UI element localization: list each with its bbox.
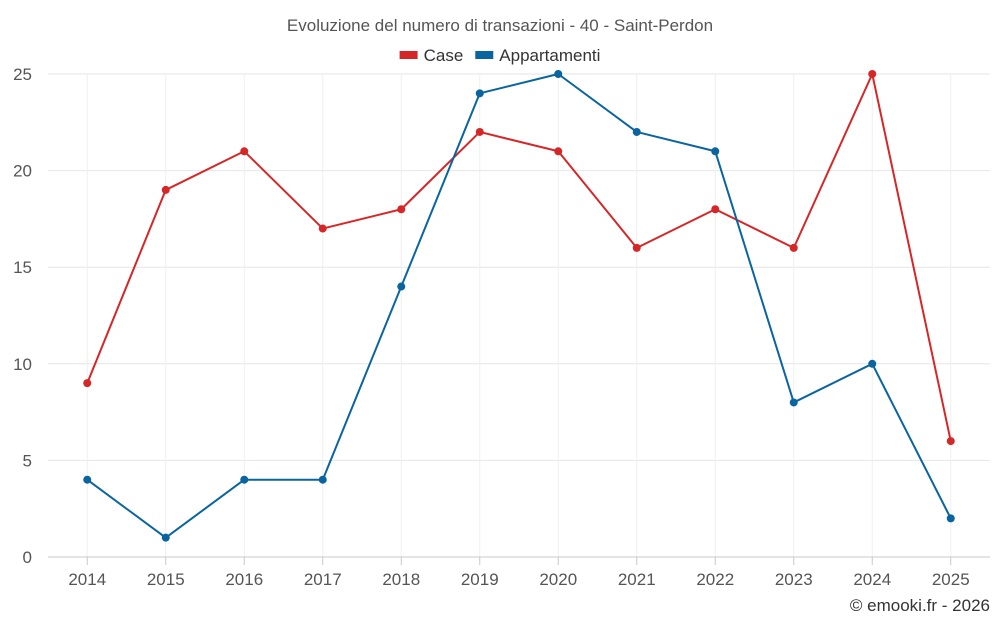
data-point[interactable] [161, 533, 170, 542]
x-tick-label: 2014 [68, 570, 106, 589]
series-layer [83, 70, 955, 542]
x-tick-label: 2018 [382, 570, 420, 589]
data-point[interactable] [83, 379, 92, 388]
legend-item-case[interactable]: Case [399, 46, 464, 65]
legend-swatch [399, 51, 418, 59]
y-tick-label: 20 [13, 162, 32, 181]
x-tick-label: 2017 [304, 570, 342, 589]
data-point[interactable] [83, 475, 92, 484]
data-point[interactable] [554, 70, 563, 78]
data-point[interactable] [789, 243, 798, 252]
x-tick-label: 2020 [539, 570, 577, 589]
data-point[interactable] [632, 127, 641, 136]
legend-swatch [475, 51, 494, 59]
credit-text: © emooki.fr - 2026 [850, 596, 990, 615]
data-point[interactable] [946, 514, 955, 523]
data-point[interactable] [475, 127, 484, 136]
data-point[interactable] [868, 70, 877, 78]
x-tick-label: 2024 [853, 570, 891, 589]
data-point[interactable] [946, 437, 955, 446]
legend-item-appartamenti[interactable]: Appartamenti [475, 46, 600, 65]
x-tick-label: 2023 [775, 570, 813, 589]
series-case [83, 70, 955, 446]
series-line [86, 73, 952, 442]
y-tick-label: 5 [23, 451, 32, 470]
data-point[interactable] [554, 147, 563, 156]
data-point[interactable] [711, 147, 720, 156]
x-tick-label: 2025 [932, 570, 970, 589]
x-tick-label: 2015 [147, 570, 185, 589]
data-point[interactable] [318, 475, 327, 484]
legend-label: Case [424, 46, 464, 65]
y-tick-label: 0 [23, 548, 32, 567]
series-line [86, 73, 952, 539]
data-point[interactable] [789, 398, 798, 407]
x-tick-label: 2022 [696, 570, 734, 589]
data-point[interactable] [161, 185, 170, 194]
series-appartamenti [83, 70, 955, 542]
y-tick-label: 10 [13, 355, 32, 374]
legend: Case Appartamenti [399, 46, 600, 65]
data-point[interactable] [632, 243, 641, 252]
data-point[interactable] [397, 282, 406, 291]
data-point[interactable] [240, 475, 249, 484]
legend-label: Appartamenti [499, 46, 600, 65]
data-point[interactable] [397, 205, 406, 214]
x-tick-label: 2016 [225, 570, 263, 589]
grid [48, 73, 990, 557]
data-point[interactable] [868, 359, 877, 368]
x-tick-label: 2021 [618, 570, 656, 589]
y-tick-label: 25 [13, 65, 32, 84]
data-point[interactable] [711, 205, 720, 214]
chart-title: Evoluzione del numero di transazioni - 4… [287, 16, 713, 35]
data-point[interactable] [318, 224, 327, 233]
data-point[interactable] [240, 147, 249, 156]
data-point[interactable] [475, 89, 484, 98]
y-tick-label: 15 [13, 258, 32, 277]
x-tick-label: 2019 [461, 570, 499, 589]
